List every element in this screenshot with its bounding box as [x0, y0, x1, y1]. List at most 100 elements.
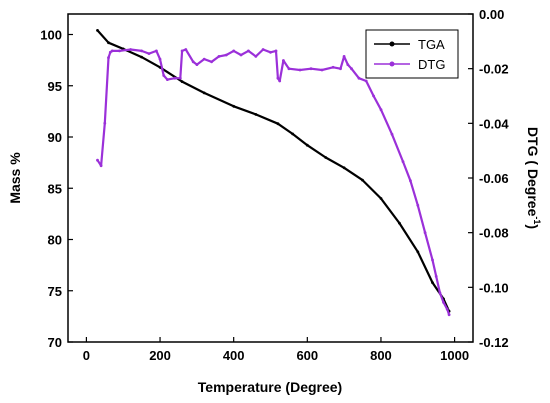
series-tga-point: [431, 281, 434, 284]
y-axis-left-title: Mass %: [7, 152, 23, 204]
series-dtg-point: [103, 121, 107, 125]
series-tga-point: [232, 104, 236, 108]
series-tga-point: [96, 29, 99, 32]
series-dtg-point: [202, 57, 206, 61]
y-left-tick-label: 75: [48, 284, 62, 299]
axis-tick-labels: 0 200 400 600 800 1000 70 75 80 85 90 95 100 0.00 -0.0…: [40, 7, 509, 363]
y-right-tick-label: -0.10: [479, 280, 509, 295]
legend-dtg-marker: [389, 61, 395, 67]
x-tick-label: 400: [223, 348, 245, 363]
series-dtg-point: [173, 76, 177, 80]
y-axis-right-title-sup: -1: [532, 216, 542, 224]
series-dtg-point: [447, 313, 451, 317]
series-dtg-point: [254, 55, 258, 58]
series-dtg-point: [155, 49, 158, 53]
series-dtg-point: [298, 68, 302, 72]
x-tick-label: 200: [149, 348, 171, 363]
series-dtg-point: [331, 65, 335, 69]
series-tga-point: [379, 197, 383, 200]
series-tga-point: [398, 221, 401, 225]
series-dtg-point: [162, 74, 166, 77]
series-dtg-point: [158, 57, 162, 61]
series-dtg-point: [166, 78, 169, 81]
series-dtg-point: [390, 132, 394, 136]
series-dtg-point: [372, 94, 375, 98]
series-dtg-point: [232, 49, 236, 53]
series-dtg-point: [282, 59, 285, 62]
y-left-tick-label: 100: [40, 28, 62, 43]
series-tga-point: [361, 178, 364, 182]
series-tga-point: [107, 41, 110, 45]
y-left-tick-label: 95: [48, 79, 62, 94]
series-dtg-point: [96, 158, 99, 162]
series-dtg-point: [409, 179, 412, 183]
series-dtg-point: [445, 307, 449, 311]
x-tick-label: 800: [370, 348, 392, 363]
y-axis-right-title: DTG ( Degree-1): [525, 127, 542, 229]
series-dtg-point: [364, 79, 368, 83]
y-right-tick-label: 0.00: [479, 7, 504, 22]
series-dtg-point: [110, 49, 114, 53]
y-axis-right-title-main: DTG ( Degree: [525, 127, 541, 217]
series-dtg-point: [107, 56, 110, 60]
series-dtg-point: [320, 68, 324, 72]
series-dtg-point: [278, 79, 282, 83]
series-dtg-point: [346, 63, 350, 66]
y-axis-right-title-close: ): [525, 224, 541, 229]
series-dtg-point: [350, 67, 353, 71]
series-dtg-point: [423, 231, 427, 235]
series-dtg-point: [180, 49, 184, 53]
series-layer: [96, 29, 451, 317]
series-dtg-point: [217, 55, 221, 58]
series-dtg-point: [274, 49, 278, 53]
legend-tga-label: TGA: [418, 37, 445, 52]
x-tick-label: 0: [83, 348, 90, 363]
series-dtg-point: [269, 50, 272, 54]
series-tga-point: [254, 113, 258, 116]
y-left-tick-label: 70: [48, 335, 62, 350]
series-tga-point: [324, 156, 328, 159]
x-tick-label: 1000: [440, 348, 469, 363]
series-dtg-point: [210, 60, 214, 64]
series-tga-point: [305, 143, 309, 147]
series-tga-point: [291, 132, 294, 136]
y-left-tick-label: 85: [48, 181, 62, 196]
series-tga-point: [140, 55, 144, 59]
series-dtg-point: [195, 63, 199, 66]
x-tick-label: 600: [296, 348, 318, 363]
series-dtg-point: [178, 76, 182, 80]
series-dtg-point: [438, 291, 442, 295]
legend-box: [365, 29, 459, 79]
series-tga-point: [416, 250, 420, 254]
y-right-tick-label: -0.08: [479, 226, 509, 241]
legend-dtg-label: DTG: [418, 57, 445, 72]
series-dtg-point: [99, 164, 103, 168]
series-dtg-point: [224, 53, 228, 57]
series-dtg-line: [96, 48, 451, 316]
series-dtg-point: [442, 301, 445, 304]
series-dtg-point: [261, 48, 265, 51]
x-axis-title: Temperature (Degree): [198, 379, 342, 395]
series-dtg-point: [416, 203, 420, 207]
series-dtg-point: [247, 49, 250, 53]
y-left-tick-label: 90: [48, 130, 62, 145]
series-dtg-point: [118, 49, 121, 53]
series-dtg-point: [342, 55, 346, 58]
legend-tga-marker: [389, 41, 395, 47]
series-dtg-point: [357, 76, 361, 80]
y-right-tick-label: -0.12: [479, 335, 509, 350]
y-right-tick-label: -0.06: [479, 171, 509, 186]
series-dtg-point: [401, 160, 405, 164]
y-left-tick-label: 80: [48, 233, 62, 248]
series-dtg-point: [339, 67, 342, 71]
series-dtg-point: [431, 258, 434, 262]
series-dtg-point: [287, 67, 291, 71]
series-dtg-point: [184, 48, 188, 51]
series-dtg-point: [276, 76, 280, 80]
series-tga-point: [276, 122, 280, 126]
series-dtg-point: [147, 52, 151, 55]
axis-ticks: [68, 13, 473, 343]
series-tga-point: [180, 80, 184, 83]
series-dtg-point: [140, 49, 144, 53]
